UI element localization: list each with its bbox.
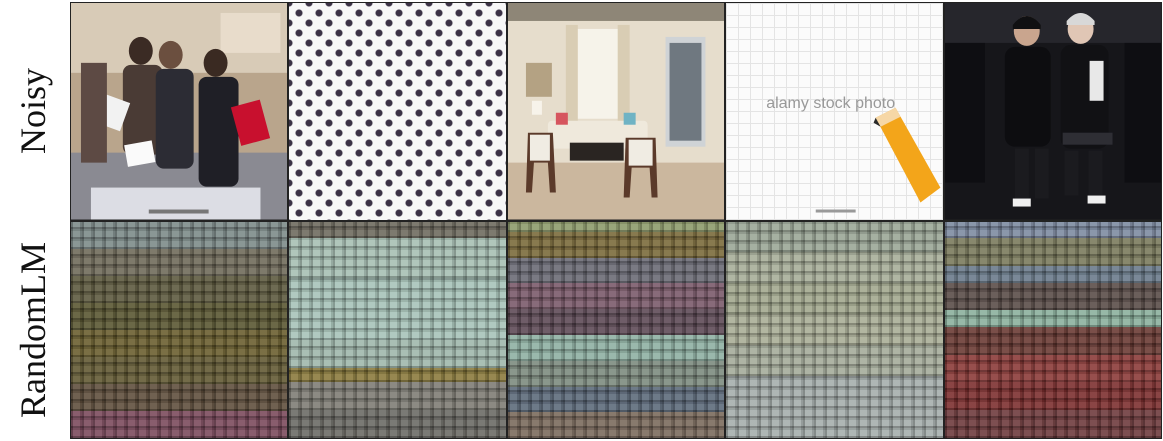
- corrupted-texture-icon: [71, 221, 288, 438]
- noisy-image-4: alamy stock photo: [726, 3, 943, 220]
- row-label-randomlm: RandomLM: [0, 221, 66, 438]
- noisy-image-5: [944, 3, 1161, 220]
- watermark-text: alamy stock photo: [766, 95, 896, 112]
- noisy-image-3: [507, 3, 725, 220]
- randomlm-image-1: [71, 221, 288, 438]
- two-men-photo-icon: [944, 3, 1161, 220]
- row-label-noisy: Noisy: [0, 4, 66, 217]
- randomlm-image-5: [944, 221, 1161, 439]
- corrupted-texture-icon: [507, 221, 725, 438]
- pencil-photo-icon: [726, 3, 943, 220]
- randomlm-image-2: [289, 221, 506, 439]
- star-pattern-photo-icon: [289, 3, 506, 220]
- corrupted-texture-icon: [289, 221, 506, 439]
- image-grid: alamy stock photo: [70, 2, 1162, 439]
- row-label-noisy-text: Noisy: [13, 67, 54, 154]
- randomlm-image-4: [726, 221, 943, 439]
- living-room-photo-icon: [507, 3, 725, 220]
- corrupted-texture-icon: [726, 221, 943, 439]
- people-line-photo-icon: [71, 3, 288, 220]
- row-label-randomlm-text: RandomLM: [13, 241, 53, 418]
- corrupted-texture-icon: [944, 221, 1161, 439]
- noisy-image-1: [71, 3, 288, 220]
- noisy-image-2: [289, 3, 506, 220]
- randomlm-image-3: [507, 221, 725, 438]
- pencil-icon: [815, 107, 941, 213]
